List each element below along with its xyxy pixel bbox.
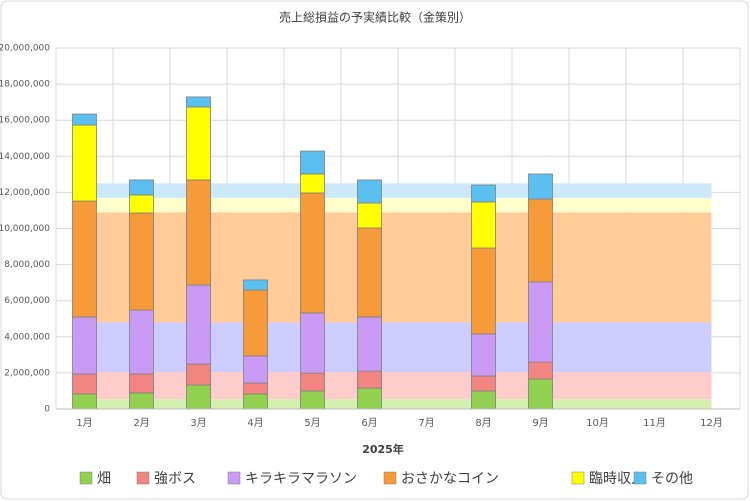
bar-segment: [186, 96, 211, 108]
chart-title: 売上総損益の予実績比較（金策別）: [279, 10, 471, 25]
bar-segment: [243, 382, 268, 395]
y-tick-label: 14,000,000: [0, 152, 50, 162]
bar-segment: [300, 312, 325, 374]
bar-segment: [186, 106, 211, 181]
bar-segment: [528, 281, 553, 363]
bar-segment: [528, 361, 553, 380]
bar-segment: [72, 393, 97, 410]
bar-segment: [186, 179, 211, 286]
y-tick-label: 8,000,000: [4, 260, 50, 270]
plan-area: [84, 183, 712, 198]
y-tick-label: 10,000,000: [0, 224, 50, 234]
plan-area: [84, 197, 712, 213]
bar-segment: [72, 316, 97, 375]
x-tick-label: 3月: [190, 417, 206, 429]
bar-segment: [129, 309, 154, 375]
y-tick-label: 6,000,000: [4, 296, 50, 306]
plan-area: [84, 399, 712, 409]
bar-segment: [129, 392, 154, 410]
bar-segment: [471, 375, 496, 392]
bar-segment: [243, 355, 268, 384]
y-tick-label: 2,000,000: [4, 368, 50, 378]
x-tick-label: 9月: [532, 417, 548, 429]
x-tick-label: 1月: [76, 417, 92, 429]
x-tick-label: 5月: [304, 417, 320, 429]
legend-swatch: [136, 471, 150, 485]
x-tick-label: 6月: [361, 417, 377, 429]
plan-area: [84, 212, 712, 323]
x-tick-label: 10月: [586, 417, 609, 429]
bar-segment: [471, 333, 496, 377]
y-tick-label: 0: [44, 405, 50, 415]
x-tick-label: 2月: [133, 417, 149, 429]
y-tick-label: 16,000,000: [0, 116, 50, 126]
legend-swatch: [383, 471, 397, 485]
bar-segment: [72, 373, 97, 395]
bar-segment: [186, 284, 211, 365]
bar-segment: [357, 227, 382, 318]
bar-segment: [72, 113, 97, 126]
bar-segment: [300, 150, 325, 175]
bar-segment: [300, 192, 325, 314]
x-tick-label: 8月: [475, 417, 491, 429]
bar-segment: [300, 372, 325, 392]
bar-segment: [528, 378, 553, 410]
bar-segment: [72, 200, 97, 318]
bar-segment: [129, 373, 154, 394]
bar-segment: [357, 387, 382, 410]
plan-area: [84, 322, 712, 372]
bar-segment: [72, 124, 97, 202]
bar-segment: [471, 390, 496, 410]
bar-segment: [471, 184, 496, 203]
bar-segment: [129, 212, 154, 311]
bar-segment: [471, 247, 496, 335]
legend-label: その他: [651, 471, 693, 487]
x-axis-title: 2025年: [362, 442, 404, 456]
y-tick-label: 12,000,000: [0, 188, 50, 198]
legend-label: キラキラマラソン: [245, 471, 357, 487]
bar-segment: [528, 198, 553, 283]
legend-label: 臨時収入: [589, 471, 645, 487]
x-tick-label: 4月: [247, 417, 263, 429]
legend-swatch: [79, 471, 93, 485]
x-tick-label: 11月: [643, 417, 666, 429]
legend-swatch: [227, 471, 241, 485]
plan-area: [84, 371, 712, 400]
bar-segment: [243, 393, 268, 410]
x-tick-label: 12月: [700, 417, 723, 429]
bar-segment: [243, 289, 268, 357]
legend-label: 強ボス: [154, 471, 196, 487]
y-tick-label: 20,000,000: [0, 44, 50, 54]
legend-label: おさかなコイン: [401, 471, 499, 487]
bar-segment: [357, 370, 382, 389]
bar-segment: [357, 316, 382, 372]
y-tick-label: 18,000,000: [0, 80, 50, 90]
legend-swatch: [633, 471, 647, 485]
legend-swatch: [571, 471, 585, 485]
legend-label: 畑: [97, 471, 111, 487]
bar-segment: [300, 390, 325, 410]
bar-segment: [357, 202, 382, 229]
bar-segment: [300, 173, 325, 194]
bar-segment: [357, 179, 382, 204]
bar-segment: [186, 363, 211, 386]
bar-segment: [243, 279, 268, 291]
bar-segment: [528, 173, 553, 200]
y-tick-label: 4,000,000: [4, 332, 50, 342]
bar-segment: [471, 201, 496, 249]
bar-segment: [186, 384, 211, 410]
x-tick-label: 7月: [418, 417, 434, 429]
bar-segment: [129, 194, 154, 214]
bar-segment: [129, 179, 154, 196]
